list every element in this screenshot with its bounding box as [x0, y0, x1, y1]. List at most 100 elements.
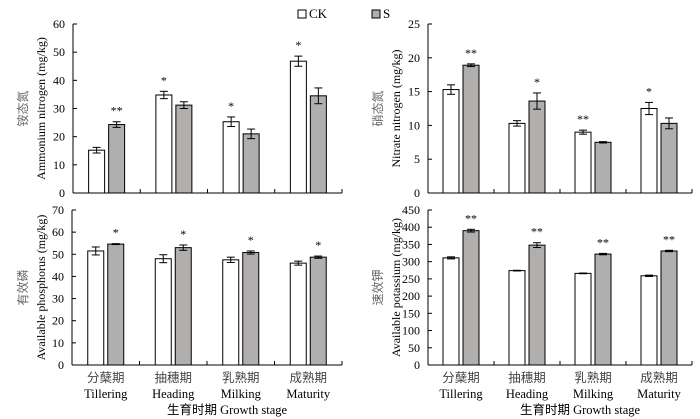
y-tick-label: 70 [52, 203, 64, 217]
bar-s [174, 247, 192, 366]
bar-s [108, 124, 126, 194]
x-category-label: Maturity [637, 387, 681, 401]
x-category-label-cn: 抽穗期 [508, 371, 546, 385]
x-category-label-cn: 成熟期 [640, 370, 678, 385]
bar-s [594, 253, 612, 366]
bar-ck [640, 108, 658, 194]
y-axis-label: Available potassium (mg/kg) [389, 218, 403, 357]
x-category-label: Tillering [84, 387, 128, 401]
y-tick-label: 15 [408, 85, 420, 99]
legend: CK S [297, 6, 390, 21]
bar-s [309, 256, 327, 366]
significance-marker: * [113, 226, 119, 240]
x-axis-title: 生育时期 Growth stage [520, 402, 641, 417]
y-tick-label: 20 [53, 130, 65, 144]
y-tick-label: 0 [414, 186, 420, 200]
y-tick-label: 10 [408, 118, 420, 132]
significance-marker: ** [577, 112, 589, 126]
legend-label-ck: CK [309, 6, 328, 21]
y-tick-label: 50 [53, 45, 65, 59]
x-category-label: Milking [221, 387, 262, 401]
x-category-label: Tillering [439, 387, 483, 401]
y-tick-label: 40 [52, 269, 64, 283]
x-category-label-cn: 成熟期 [289, 370, 327, 385]
y-tick-label: 30 [53, 102, 65, 116]
y-tick-label: 450 [402, 203, 420, 217]
y-tick-label: 350 [402, 237, 420, 251]
significance-marker: * [180, 227, 186, 241]
bar-s [242, 133, 260, 194]
y-axis-label: Available phosphorus (mg/kg) [34, 215, 48, 361]
significance-marker: * [646, 84, 652, 98]
bar-ck [289, 262, 307, 366]
y-tick-label: 100 [402, 324, 420, 338]
y-axis-label-cn: 速效钾 [370, 269, 385, 305]
significance-marker: ** [465, 46, 477, 60]
significance-marker: ** [111, 104, 123, 118]
y-tick-label: 300 [402, 255, 420, 269]
y-tick-label: 0 [58, 358, 64, 372]
bar-ck [508, 122, 526, 194]
y-tick-label: 25 [408, 17, 420, 31]
legend-swatch-ck [297, 9, 307, 19]
significance-marker: * [295, 38, 301, 52]
bar-ck [222, 121, 240, 194]
y-axis-label: Nitrate nitrogen (mg/kg) [389, 50, 403, 168]
chart-panel-phosphorus: 0 10 20 30 40 50 60 70 有效磷 Available phosphorus (… [15, 203, 343, 417]
y-tick-label: 50 [52, 247, 64, 261]
significance-marker: ** [663, 232, 675, 246]
y-tick-label: 30 [52, 292, 64, 306]
x-category-label: Maturity [286, 387, 330, 401]
bar-s [175, 104, 193, 194]
bar-ck [640, 275, 658, 366]
x-axis-title: 生育时期 Growth stage [167, 402, 288, 417]
bar-ck [574, 272, 592, 366]
bar-s [242, 252, 260, 366]
bar-ck [154, 258, 172, 366]
chart-panel-potassium: 0 50 100 150 200 250 300 350 400 450 速效钾 Available … [370, 203, 693, 417]
bar-s [660, 250, 678, 366]
y-axis-label-cn: 有效磷 [15, 269, 30, 305]
y-tick-label: 150 [402, 306, 420, 320]
chart-panel-ammonium: 0 10 20 30 40 50 60 铵态氮 Ammonium nitrogen (mg/kg… [15, 17, 343, 200]
x-category-label-cn: 分蘖期 [442, 370, 480, 385]
significance-marker: ** [531, 225, 543, 239]
y-tick-label: 10 [53, 158, 65, 172]
y-tick-label: 40 [53, 73, 65, 87]
x-category-label: Milking [573, 387, 614, 401]
y-tick-label: 250 [402, 272, 420, 286]
y-tick-label: 0 [59, 186, 65, 200]
bar-ck [155, 94, 173, 194]
bar-s [462, 64, 480, 194]
bar-s [528, 244, 546, 366]
bar-ck [508, 270, 526, 366]
y-tick-label: 200 [402, 289, 420, 303]
significance-marker: ** [465, 211, 477, 225]
bar-s [309, 95, 327, 194]
x-category-label-cn: 乳熟期 [222, 370, 260, 385]
x-category-label: Heading [506, 387, 549, 401]
bar-ck [222, 259, 240, 366]
x-category-label: Heading [152, 387, 195, 401]
bar-ck [88, 149, 106, 194]
y-tick-label: 10 [52, 336, 64, 350]
bar-ck [442, 257, 460, 366]
y-tick-label: 0 [414, 358, 420, 372]
bar-ck [87, 250, 105, 366]
significance-marker: * [228, 99, 234, 113]
y-tick-label: 400 [402, 220, 420, 234]
bar-s [462, 230, 480, 366]
y-axis-label-cn: 硝态氮 [370, 90, 385, 126]
y-tick-label: 60 [53, 17, 65, 31]
bar-s [594, 141, 612, 194]
y-axis-label: Ammonium nitrogen (mg/kg) [34, 37, 48, 180]
x-category-label-cn: 分蘖期 [87, 370, 125, 385]
x-category-label-cn: 抽穗期 [154, 371, 192, 385]
bar-ck [289, 60, 307, 194]
bar-ck [442, 89, 460, 194]
bar-s [528, 100, 546, 194]
bar-s [660, 122, 678, 194]
significance-marker: ** [597, 235, 609, 249]
y-tick-label: 5 [414, 152, 420, 166]
significance-marker: * [161, 73, 167, 87]
